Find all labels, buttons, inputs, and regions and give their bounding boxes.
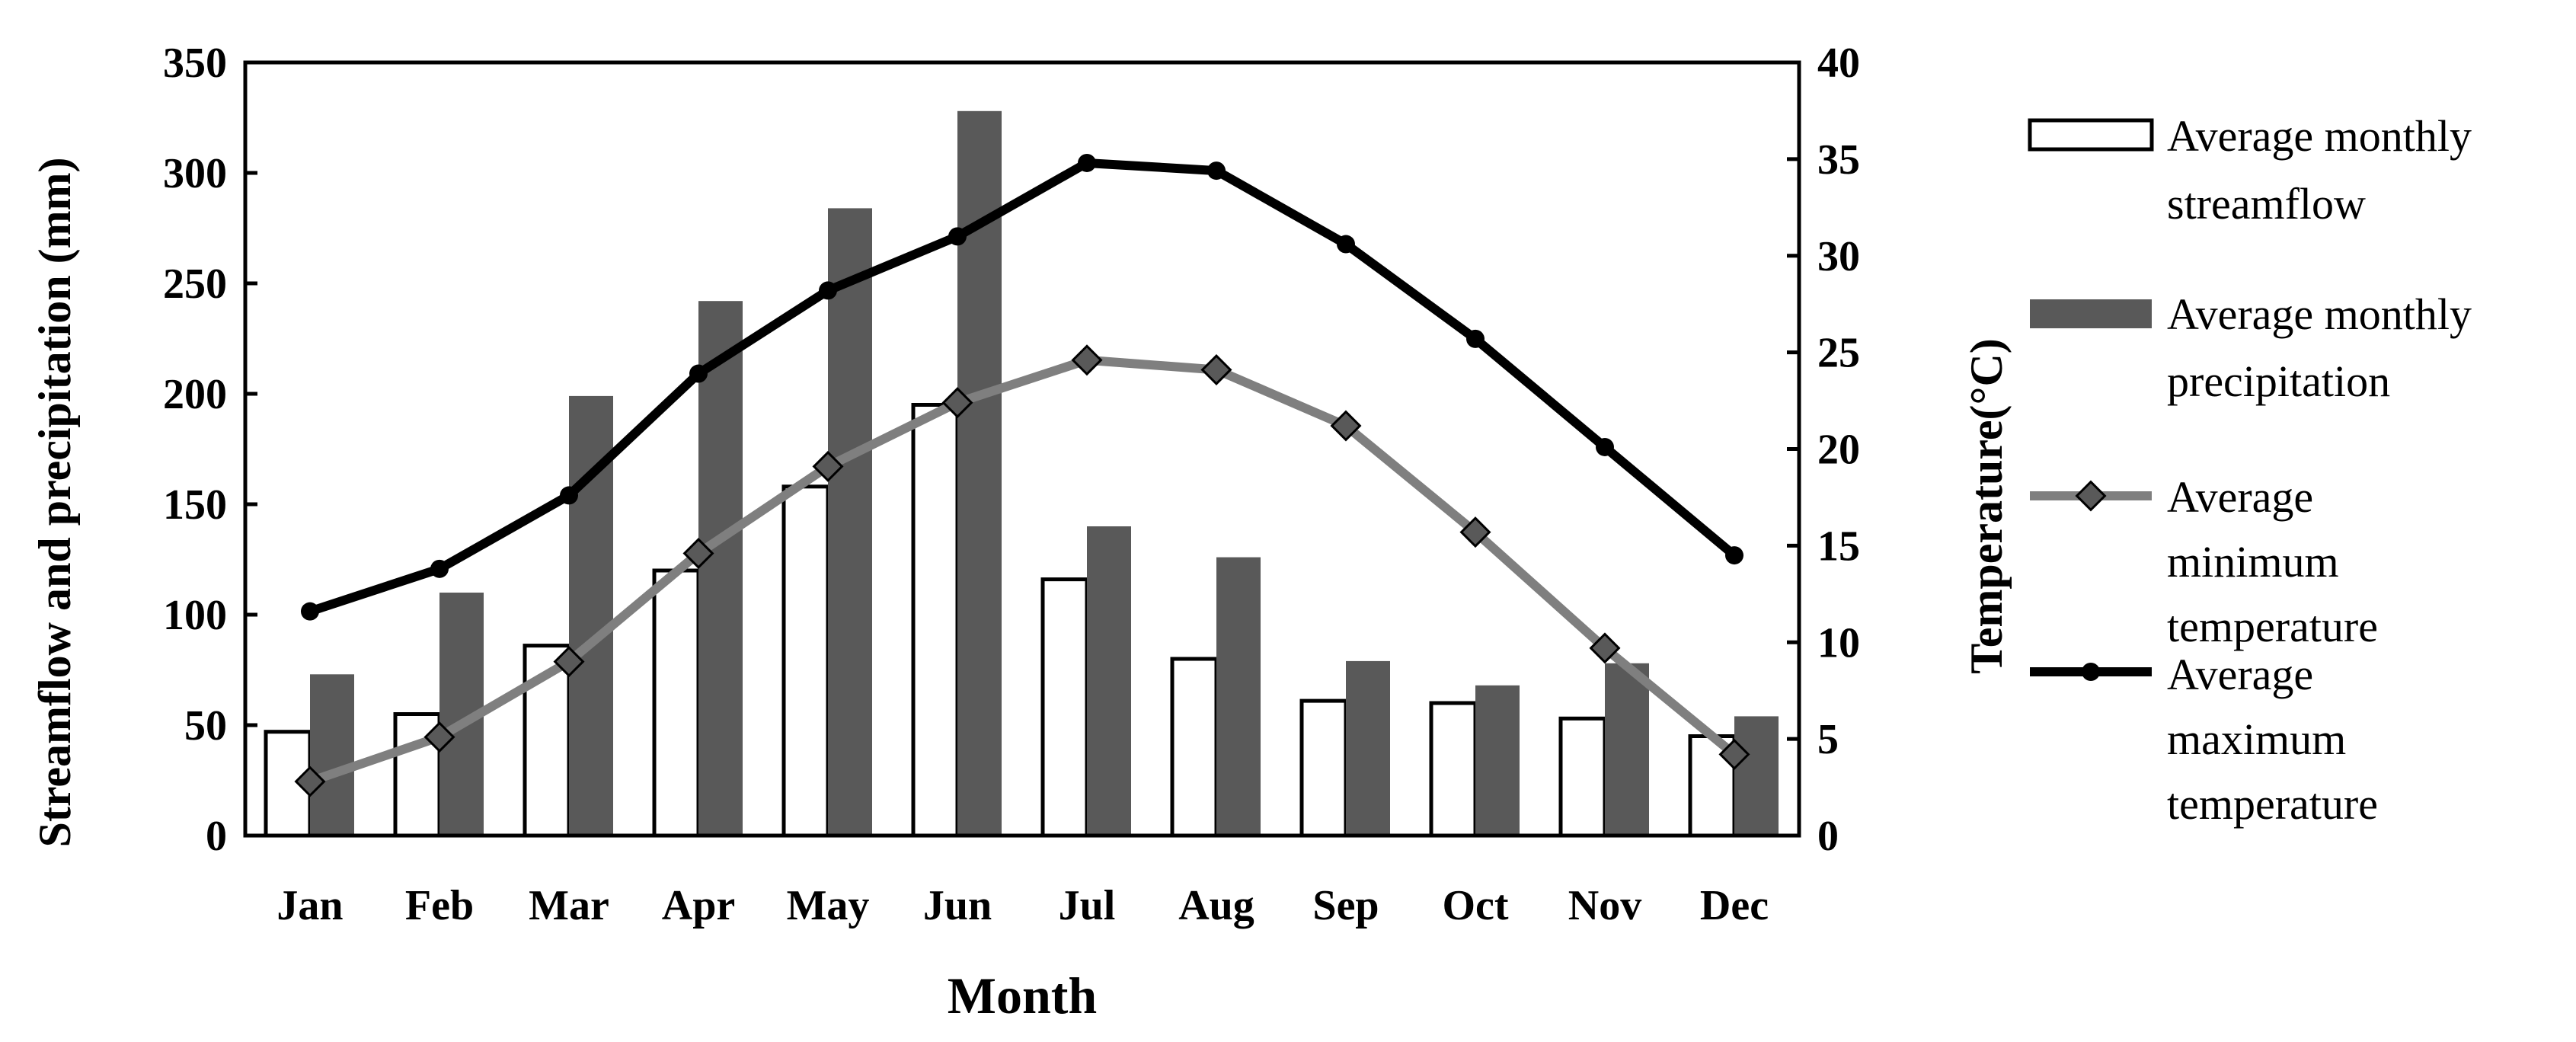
left-tick-label-350: 350	[163, 40, 227, 87]
point-max-temp-jan	[301, 602, 319, 621]
legend-symbol-streamflow	[2028, 118, 2154, 152]
left-tick-label-100: 100	[163, 592, 227, 639]
right-tick-label-30: 30	[1817, 233, 1860, 280]
legend-label-min-temp-line1: Average	[2167, 472, 2313, 522]
left-tick-label-250: 250	[163, 260, 227, 308]
point-max-temp-apr	[689, 364, 708, 383]
legend-label-max-temp-line1: Average	[2167, 650, 2313, 699]
x-tick-label-sep: Sep	[1312, 882, 1379, 929]
point-max-temp-jul	[1078, 153, 1096, 172]
x-tick-label-oct: Oct	[1442, 882, 1508, 929]
point-min-temp-jul	[1071, 344, 1103, 376]
right-tick-label-0: 0	[1817, 813, 1839, 860]
point-min-temp-sep	[1330, 410, 1362, 442]
left-tick-label-200: 200	[163, 371, 227, 418]
bars-layer	[264, 110, 1779, 838]
x-axis-title: Month	[948, 967, 1097, 1024]
bar-precipitation-jul	[1087, 526, 1131, 836]
right-tick-label-5: 5	[1817, 716, 1839, 763]
point-min-temp-dec	[1718, 738, 1750, 770]
right-tick-label-10: 10	[1817, 619, 1860, 666]
point-max-temp-aug	[1207, 161, 1226, 181]
legend-symbol-min-temp-marker	[2075, 480, 2107, 512]
line-max-temperature	[308, 158, 1737, 616]
y-axis-title: Streamflow and precipitation (mm)	[30, 157, 80, 847]
point-min-temp-nov	[1589, 632, 1621, 664]
bar-streamflow-jul	[1040, 577, 1089, 838]
legend-label-max-temp-line3: temperature	[2167, 779, 2378, 829]
point-min-temp-oct	[1459, 516, 1491, 548]
legend-label-streamflow-line2: streamflow	[2167, 179, 2366, 229]
legend: Average monthly streamflow Average month…	[2028, 111, 2472, 829]
left-tick-label-150: 150	[163, 481, 227, 529]
legend-label-min-temp-line3: temperature	[2167, 602, 2378, 651]
point-min-temp-jan	[294, 766, 326, 797]
bar-precipitation-dec	[1734, 716, 1779, 836]
left-tick-label-50: 50	[184, 702, 227, 750]
point-max-temp-nov	[1596, 437, 1614, 456]
x-tick-label-dec: Dec	[1700, 882, 1769, 929]
x-tick-label-nov: Nov	[1568, 882, 1641, 929]
point-min-temp-aug	[1200, 353, 1232, 385]
legend-label-min-temp-line2: minimum	[2167, 537, 2339, 587]
point-min-temp-may	[812, 450, 844, 482]
legend-symbol-max-temp-marker	[2082, 663, 2100, 681]
legend-label-streamflow-line1: Average monthly	[2167, 111, 2472, 161]
bar-streamflow-nov	[1558, 716, 1607, 838]
point-min-temp-jun	[941, 387, 973, 419]
point-max-temp-sep	[1337, 235, 1355, 254]
x-tick-label-may: May	[787, 882, 870, 929]
y2-axis-title: Temperature(°C)	[1961, 338, 2012, 674]
point-min-temp-mar	[553, 646, 585, 678]
bar-precipitation-aug	[1216, 557, 1261, 836]
bar-precipitation-oct	[1475, 685, 1520, 836]
bar-precipitation-jan	[310, 674, 354, 836]
x-tick-label-jun: Jun	[923, 882, 992, 929]
legend-symbol-precipitation	[2030, 299, 2152, 328]
x-tick-label-aug: Aug	[1178, 882, 1254, 929]
point-max-temp-may	[819, 281, 837, 300]
right-tick-label-35: 35	[1817, 136, 1860, 184]
right-tick-label-25: 25	[1817, 330, 1860, 377]
left-axis: 0 50 100 150 200 250 300 350	[163, 40, 257, 860]
point-max-temp-mar	[560, 486, 578, 505]
bar-streamflow-aug	[1170, 657, 1219, 838]
legend-label-precipitation-line2: precipitation	[2167, 356, 2390, 406]
x-axis: Jan Feb Mar Apr May Jun Jul Aug Sep Oct Nov Dec	[276, 882, 1769, 929]
bar-streamflow-sep	[1299, 698, 1348, 838]
x-tick-label-jul: Jul	[1059, 882, 1116, 929]
x-tick-label-mar: Mar	[529, 882, 609, 929]
point-max-temp-dec	[1725, 546, 1743, 565]
right-tick-label-40: 40	[1817, 40, 1860, 87]
bar-precipitation-may	[828, 208, 872, 836]
x-tick-label-jan: Jan	[276, 882, 343, 929]
lines-layer	[294, 153, 1750, 797]
bar-precipitation-sep	[1346, 660, 1390, 836]
point-max-temp-jun	[948, 227, 967, 246]
bar-streamflow-jun	[911, 403, 960, 838]
right-axis: 0 5 10 15 20 25 30 35 40	[1787, 40, 1860, 860]
right-tick-label-15: 15	[1817, 523, 1860, 570]
point-min-temp-feb	[423, 721, 455, 753]
bar-streamflow-oct	[1429, 701, 1478, 838]
point-max-temp-feb	[430, 559, 449, 578]
bar-streamflow-may	[781, 484, 830, 838]
bar-streamflow-apr	[652, 568, 701, 838]
x-tick-label-apr: Apr	[662, 882, 735, 929]
point-max-temp-oct	[1466, 329, 1485, 348]
line-min-temperature	[308, 355, 1737, 786]
legend-label-max-temp-line2: maximum	[2167, 714, 2346, 764]
left-tick-label-0: 0	[206, 813, 227, 860]
point-min-temp-apr	[682, 538, 714, 570]
bar-precipitation-nov	[1605, 663, 1649, 836]
legend-label-precipitation-line1: Average monthly	[2167, 289, 2472, 339]
right-tick-label-20: 20	[1817, 427, 1860, 474]
bar-precipitation-apr	[698, 301, 743, 836]
left-tick-label-300: 300	[163, 150, 227, 197]
x-tick-label-feb: Feb	[405, 882, 474, 929]
